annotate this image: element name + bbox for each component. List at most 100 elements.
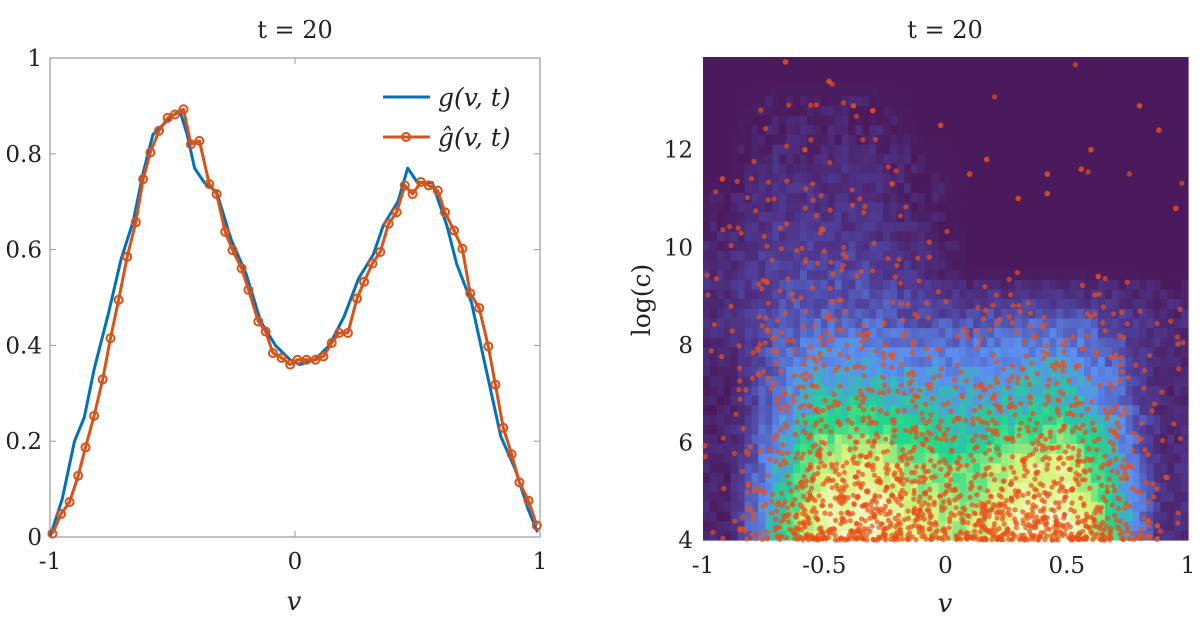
heatmap-cell [1132,462,1141,473]
heatmap-cell [827,385,836,396]
heatmap-cell [917,153,926,164]
heatmap-cell [862,337,870,348]
heatmap-cell [1056,337,1064,348]
scatter-point [866,415,872,421]
heatmap-cell [793,346,801,358]
heatmap-cell [703,327,711,338]
heatmap-cell [924,221,933,232]
heatmap-cell [709,462,718,473]
heatmap-cell [737,385,746,396]
scatter-point [1110,483,1116,489]
scatter-point [852,481,858,487]
heatmap-cell [1146,153,1154,164]
heatmap-cell [1042,424,1050,435]
scatter-point [845,494,851,501]
heatmap-cell [1063,404,1071,416]
heatmap-cell [1160,511,1168,522]
heatmap-cell [1028,269,1037,280]
heatmap-cell [862,462,870,473]
heatmap-cell [820,105,829,116]
heatmap-cell [834,76,843,87]
heatmap-cell [806,143,815,155]
heatmap-cell [1014,482,1023,493]
heatmap-cell [1160,250,1168,261]
heatmap-cell [1000,443,1009,454]
heatmap-cell [952,453,960,464]
heatmap-cell [813,327,822,338]
heatmap-cell [813,201,822,213]
heatmap-cell [1139,230,1147,242]
heatmap-cell [924,230,933,242]
heatmap-cell [938,163,947,174]
heatmap-cell [1174,143,1182,155]
heatmap-cell [966,153,974,164]
scatter-point [974,444,980,450]
heatmap-cell [1174,250,1182,261]
heatmap-cell [897,259,905,271]
heatmap-cell [966,143,974,155]
heatmap-cell [910,57,919,68]
heatmap-cell [800,57,808,68]
heatmap-cell [1021,172,1030,184]
heatmap-cell [834,472,843,483]
scatter-point [1056,504,1062,510]
heatmap-cell [959,182,967,193]
heatmap-cell [786,134,794,145]
scatter-point [802,420,809,426]
heatmap-cell [1118,375,1127,387]
scatter-point [742,528,748,534]
heatmap-cell [1035,308,1044,319]
heatmap-cell [917,115,926,126]
scatter-point [803,393,809,400]
heatmap-cell [994,192,1002,203]
heatmap-cell [1104,453,1113,464]
heatmap-cell [1000,211,1009,222]
heatmap-cell [952,124,960,135]
heatmap-cell [709,66,718,77]
scatter-point [1060,368,1066,374]
heatmap-cell [883,269,891,280]
heatmap-cell [1104,385,1113,396]
heatmap-cell [1035,366,1044,377]
heatmap-cell [806,153,815,164]
heatmap-cell [1077,482,1085,493]
heatmap-cell [744,491,753,502]
heatmap-cell [855,134,863,145]
scatter-point [1145,523,1151,529]
heatmap-cell [945,221,953,232]
heatmap-cell [855,124,863,135]
heatmap-cell [841,86,850,97]
heatmap-cell [897,433,905,444]
heatmap-cell [723,511,732,522]
heatmap-cell [1021,57,1030,68]
heatmap-cell [1174,443,1182,454]
heatmap-cell [1042,230,1050,242]
heatmap-cell [1167,472,1175,483]
heatmap-cell [1049,337,1057,348]
scatter-point [993,321,1000,327]
heatmap-cell [820,375,829,387]
heatmap-cell [1021,414,1030,425]
heatmap-cell [1042,472,1050,483]
heatmap-cell [765,124,773,135]
scatter-point [844,342,850,348]
heatmap-cell [793,462,801,473]
heatmap-cell [779,115,787,126]
data-point [80,442,91,453]
data-point [154,125,165,136]
heatmap-cell [1035,327,1044,338]
heatmap-cell [709,414,718,425]
heatmap-cell [1118,520,1127,531]
heatmap-cell [813,230,822,242]
scatter-point [1021,473,1027,479]
scatter-point [941,402,947,408]
heatmap-cell [876,163,884,174]
heatmap-cell [1007,201,1016,213]
heatmap-cell [973,317,981,329]
heatmap-cell [1174,211,1182,222]
heatmap-cell [1132,443,1141,454]
heatmap-cell [1042,211,1050,222]
heatmap-cell [1139,115,1147,126]
scatter-point [1005,536,1012,542]
scatter-point [729,328,735,334]
